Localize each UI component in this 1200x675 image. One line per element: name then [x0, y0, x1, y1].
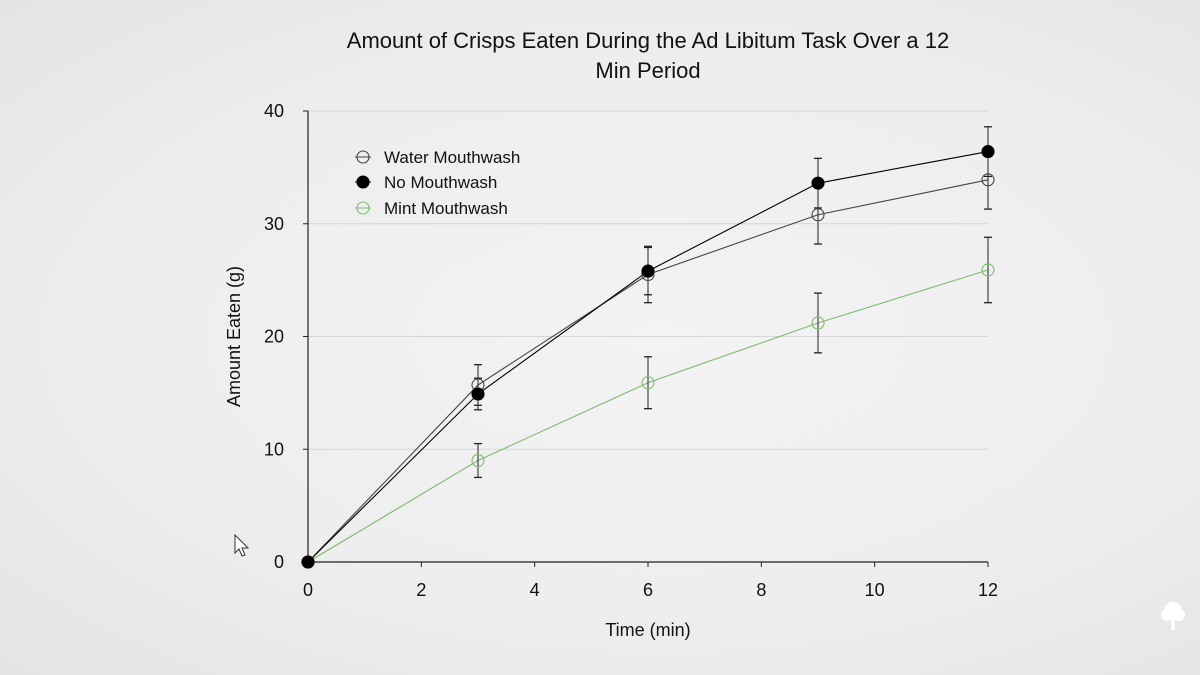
- data-point: [811, 316, 825, 330]
- y-tick-label: 10: [264, 439, 284, 459]
- chart-title-line-1: Amount of Crisps Eaten During the Ad Lib…: [346, 28, 950, 53]
- x-tick-label: 10: [865, 580, 885, 600]
- y-tick-label: 0: [274, 552, 284, 572]
- data-point: [641, 264, 655, 278]
- y-tick-label: 40: [264, 101, 284, 121]
- data-point: [471, 453, 485, 468]
- data-point: [301, 555, 315, 569]
- legend-label: Water Mouthwash: [384, 148, 520, 167]
- data-point: [471, 387, 485, 401]
- tree-logo-icon: [1161, 602, 1185, 630]
- y-axis-label: Amount Eaten (g): [224, 266, 244, 407]
- x-tick-label: 6: [643, 580, 653, 600]
- legend-marker: [356, 150, 370, 164]
- data-point: [811, 176, 825, 190]
- data-point: [811, 208, 825, 222]
- legend-label: No Mouthwash: [384, 173, 497, 192]
- mouse-cursor-icon: [234, 534, 250, 557]
- y-tick-label: 30: [264, 214, 284, 234]
- chart-title: Amount of Crisps Eaten During the Ad Lib…: [248, 26, 1048, 86]
- x-tick-label: 0: [303, 580, 313, 600]
- legend-marker: [356, 175, 370, 189]
- legend-label: Mint Mouthwash: [384, 199, 508, 218]
- data-point: [981, 173, 995, 187]
- data-point: [981, 145, 995, 159]
- x-axis-label: Time (min): [605, 620, 690, 640]
- x-tick-label: 2: [416, 580, 426, 600]
- data-point: [641, 376, 655, 390]
- y-tick-label: 20: [264, 327, 284, 347]
- x-tick-label: 8: [756, 580, 766, 600]
- series-line-2: [307, 269, 989, 563]
- x-tick-label: 12: [978, 580, 998, 600]
- data-point: [981, 263, 995, 277]
- x-tick-label: 4: [530, 580, 540, 600]
- chart-title-line-2: Min Period: [595, 58, 701, 83]
- legend-marker: [356, 201, 370, 215]
